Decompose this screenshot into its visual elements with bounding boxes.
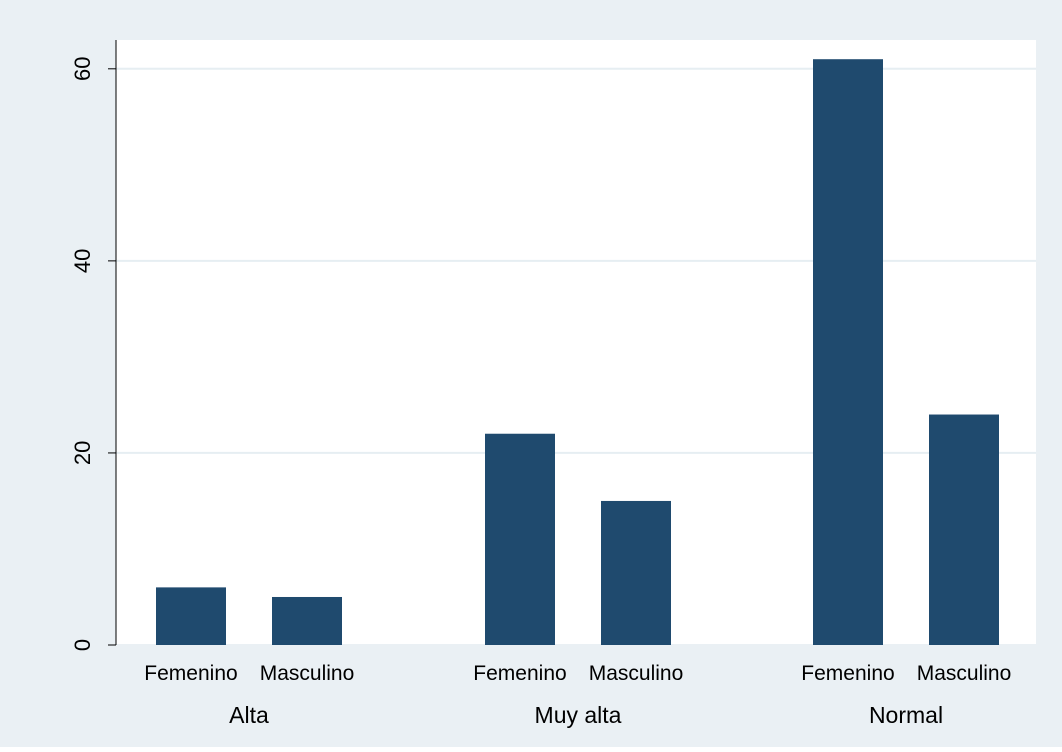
category-label: Masculino — [589, 662, 684, 685]
group-label: Alta — [229, 702, 269, 728]
bar-femenino — [485, 433, 555, 645]
bar-masculino — [929, 414, 999, 645]
group-label: Muy alta — [535, 702, 622, 728]
bar-femenino — [813, 59, 883, 645]
category-label: Masculino — [917, 662, 1012, 685]
bar-masculino — [272, 596, 342, 645]
bars — [156, 59, 999, 645]
category-label: Masculino — [260, 662, 355, 685]
group-label: Normal — [869, 702, 943, 728]
y-tick-label: 20 — [70, 441, 95, 465]
y-tick-label: 60 — [70, 57, 95, 81]
category-label: Femenino — [144, 662, 237, 685]
y-tick-label: 40 — [70, 249, 95, 273]
y-axis-ticks: 0 20 40 60 — [70, 57, 116, 651]
category-label: Femenino — [801, 662, 894, 685]
category-label: Femenino — [473, 662, 566, 685]
y-tick-label: 0 — [70, 639, 95, 651]
group-labels: Alta Muy alta Normal — [229, 702, 943, 728]
bar-masculino — [601, 500, 671, 645]
category-labels: Femenino Masculino Femenino Masculino Femeni… — [144, 662, 1011, 685]
bar-femenino — [156, 587, 226, 645]
plot-area — [116, 40, 1036, 644]
